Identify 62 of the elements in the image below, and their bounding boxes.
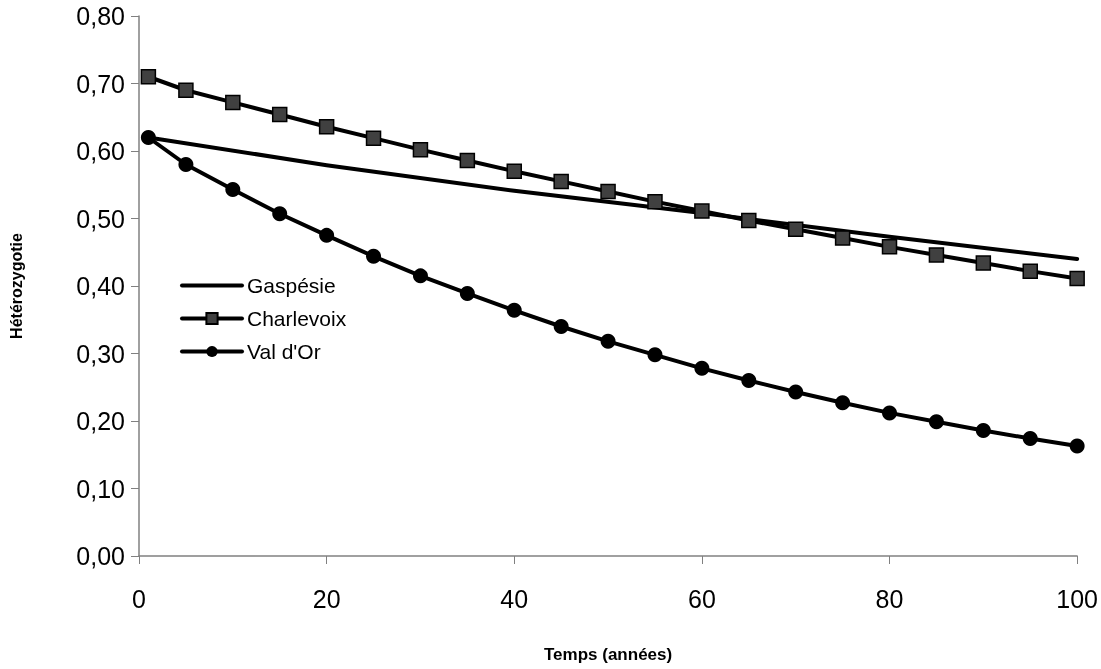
point xyxy=(412,268,428,284)
point xyxy=(225,181,241,197)
point xyxy=(366,248,382,264)
x-tick-label: 0 xyxy=(132,584,146,613)
point xyxy=(140,69,157,85)
y-axis-title: Hétérozygotie xyxy=(7,233,25,339)
point xyxy=(178,82,194,98)
point xyxy=(647,347,663,363)
point xyxy=(694,203,710,219)
y-tick-label: 0,30 xyxy=(76,339,125,368)
y-tick-label: 0,20 xyxy=(76,407,125,435)
point xyxy=(1069,270,1085,287)
point xyxy=(459,152,476,169)
point xyxy=(600,183,616,200)
point xyxy=(318,118,335,135)
point xyxy=(506,302,522,318)
point xyxy=(412,141,429,158)
x-axis-title: Temps (années) xyxy=(543,645,673,664)
point xyxy=(694,360,710,376)
point xyxy=(271,106,288,123)
point xyxy=(881,239,898,255)
point xyxy=(975,255,992,271)
point xyxy=(882,405,898,421)
point xyxy=(787,221,804,238)
x-tick-label: 20 xyxy=(312,584,341,613)
point xyxy=(553,173,569,190)
point xyxy=(834,230,851,246)
point xyxy=(835,395,851,411)
point xyxy=(178,157,194,172)
point xyxy=(600,333,616,349)
point xyxy=(741,212,757,229)
y-tick-label: 0,00 xyxy=(76,542,125,570)
point xyxy=(506,163,523,179)
y-tick-label: 0,50 xyxy=(76,204,125,233)
point xyxy=(140,130,156,145)
point xyxy=(788,384,804,400)
point xyxy=(272,206,288,222)
point xyxy=(647,193,663,210)
legend-label: Charlevoix xyxy=(247,307,347,330)
point xyxy=(225,94,241,111)
y-tick-label: 0,80 xyxy=(76,2,125,30)
point xyxy=(741,373,757,388)
point xyxy=(928,414,944,430)
x-tick-label: 60 xyxy=(687,584,716,613)
point xyxy=(365,130,382,146)
point xyxy=(975,422,991,438)
legend-label: Gaspésie xyxy=(247,274,336,297)
point xyxy=(928,247,945,263)
point xyxy=(1022,263,1038,279)
point xyxy=(553,319,569,334)
point xyxy=(1022,431,1038,447)
point xyxy=(459,285,475,301)
point xyxy=(1069,438,1085,454)
x-tick-label: 80 xyxy=(875,584,904,613)
y-tick-label: 0,10 xyxy=(76,474,125,503)
point xyxy=(319,227,335,243)
x-tick-label: 40 xyxy=(500,584,529,613)
x-tick-label: 100 xyxy=(1056,584,1098,613)
legend-label: Val d'Or xyxy=(247,340,321,363)
y-tick-label: 0,60 xyxy=(76,137,125,165)
y-tick-label: 0,40 xyxy=(76,272,125,300)
y-tick-label: 0,70 xyxy=(76,69,125,98)
